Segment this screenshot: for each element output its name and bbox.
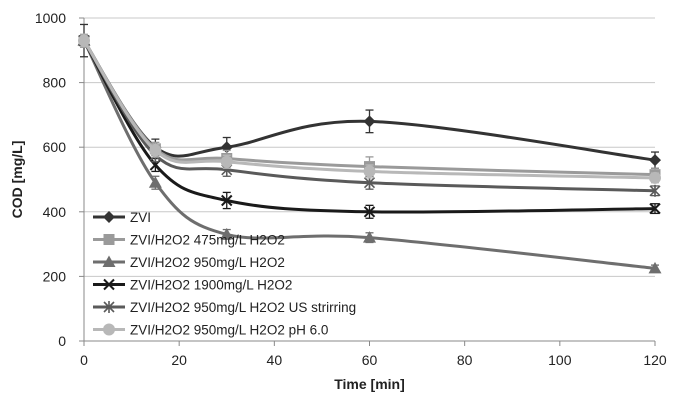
legend-marker (103, 323, 115, 336)
y-tick-label: 600 (43, 139, 67, 155)
x-tick-label: 20 (171, 352, 187, 368)
legend-label: ZVI/H2O2 950mg/L H2O2 (130, 255, 285, 270)
legend-marker (103, 234, 115, 245)
series-line (82, 39, 656, 180)
data-point (649, 202, 661, 215)
marker-stroke (649, 202, 661, 215)
data-point (363, 165, 376, 178)
x-axis-title: Time [min] (334, 376, 405, 392)
y-tick-labels: 0 200 400 600 800 1000 (35, 10, 66, 349)
data-point (363, 115, 376, 128)
legend-label: ZVI/H2O2 1900mg/L H2O2 (130, 278, 292, 293)
x-tick-label: 80 (457, 352, 473, 368)
series-line (82, 39, 656, 214)
y-tick-label: 0 (58, 333, 66, 349)
legend-label: ZVI/H2O2 475mg/L H2O2 (130, 233, 285, 248)
data-point (363, 231, 376, 243)
x-tick-label: 60 (362, 352, 378, 368)
data-point (220, 155, 233, 168)
legend-label: ZVI/H2O2 950mg/L H2O2 US strirring (130, 300, 356, 315)
marker-stroke (103, 278, 115, 291)
y-tick-label: 400 (43, 204, 67, 220)
y-tick-label: 800 (43, 75, 67, 91)
x-tick-label: 100 (548, 352, 572, 368)
legend-label: ZVI (130, 210, 151, 225)
legend-item: ZVI/H2O2 1900mg/L H2O2 (93, 278, 292, 293)
x-tick-label: 40 (267, 352, 283, 368)
legend-item: ZVI (93, 210, 151, 225)
data-point (149, 144, 162, 157)
legend-item: ZVI/H2O2 950mg/L H2O2 US strirring (93, 300, 356, 315)
data-point (221, 194, 233, 207)
data-point (649, 154, 661, 167)
legend-marker (103, 301, 115, 313)
data-point (649, 171, 661, 184)
legend-item: ZVI/H2O2 950mg/L H2O2 pH 6.0 (93, 323, 328, 338)
legend-item: ZVI/H2O2 475mg/L H2O2 (93, 233, 285, 248)
axes (79, 17, 656, 346)
data-point (363, 176, 376, 189)
y-tick-label: 200 (43, 268, 67, 284)
data-point (648, 261, 662, 274)
marker-stroke (363, 206, 376, 218)
data-point (148, 176, 162, 188)
x-tick-label: 0 (80, 352, 88, 368)
plot-area (77, 23, 662, 274)
marker-stroke (221, 194, 233, 207)
series-6 (78, 33, 661, 184)
y-tick-label: 1000 (35, 10, 66, 26)
legend-marker (103, 278, 115, 291)
data-point (78, 34, 90, 47)
x-tick-labels: 0 20 40 60 80 100 120 (80, 352, 667, 368)
data-point (363, 206, 376, 218)
y-axis-title: COD [mg/L] (9, 141, 25, 219)
legend: ZVI ZVI/H2O2 475mg/L H2O2 ZVI/H2O2 950mg/L… (93, 210, 356, 338)
series-line (82, 39, 656, 193)
legend-marker (102, 255, 116, 267)
x-tick-label: 120 (643, 352, 667, 368)
legend-label: ZVI/H2O2 950mg/L H2O2 pH 6.0 (130, 323, 328, 338)
data-point (220, 227, 234, 240)
data-point (649, 184, 661, 197)
legend-marker (103, 211, 115, 223)
legend-item: ZVI/H2O2 950mg/L H2O2 (93, 255, 285, 270)
series-line (82, 39, 656, 270)
